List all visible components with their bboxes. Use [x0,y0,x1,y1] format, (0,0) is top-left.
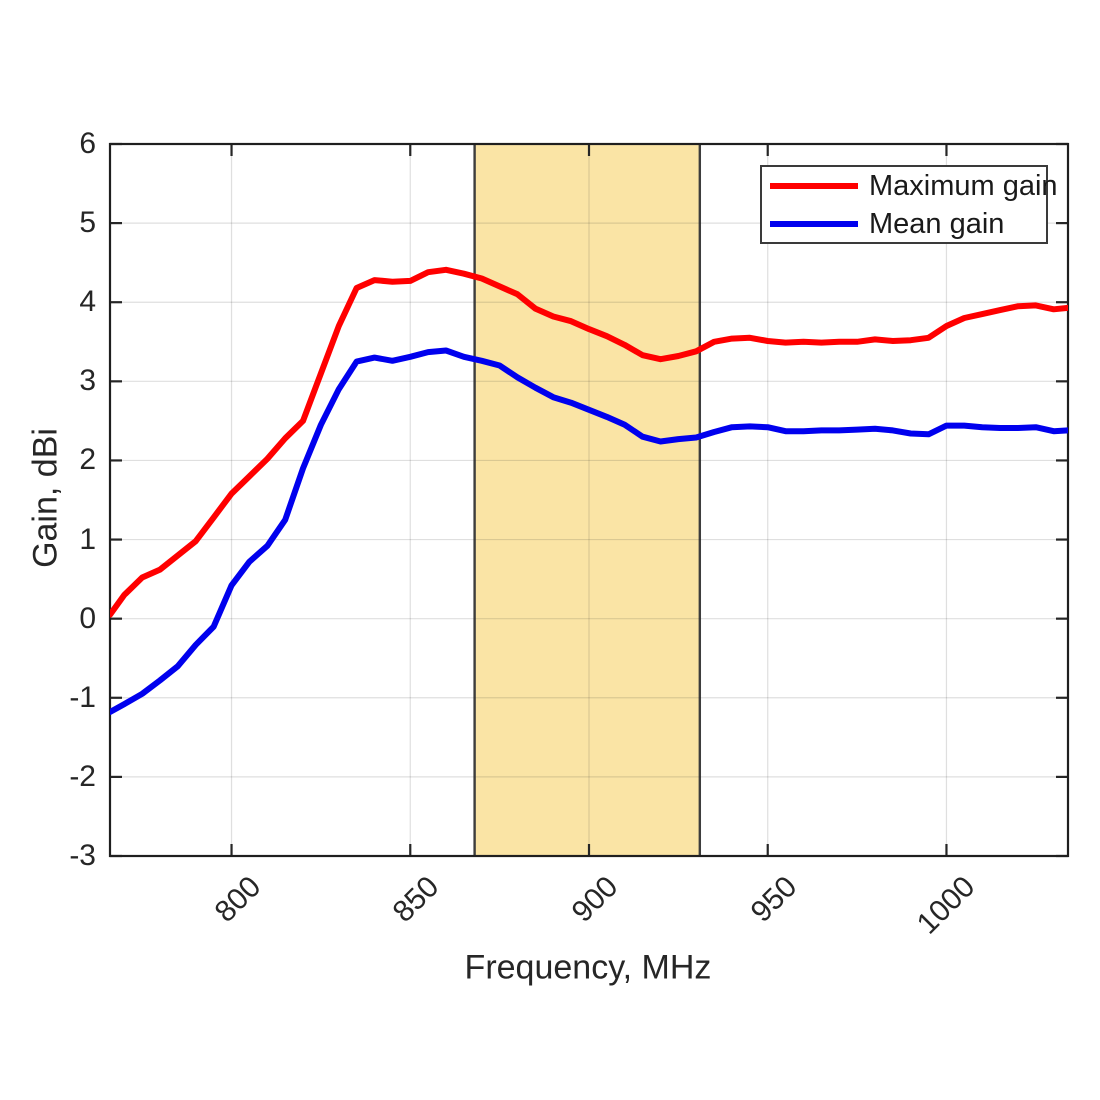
maximum-gain-line [110,266,1068,618]
legend-label-mean-gain: Mean gain [869,207,1005,240]
x-axis-title: Frequency, MHz [464,948,712,987]
mean-gain-line-swatch [770,220,858,227]
legend: Maximum gain Mean gain [760,165,1058,244]
mean-gain-line [110,347,1068,715]
highlight-band [474,144,700,856]
y-axis-title: Gain, dBi [26,428,65,568]
plot-border [108,142,1070,858]
legend-item-mean-gain: Mean gain [762,208,1046,240]
gridlines [110,144,1068,856]
legend-label-maximum-gain: Maximum gain [869,169,1058,202]
series-lines [110,266,1068,715]
maximum-gain-line-swatch [770,182,858,189]
legend-item-maximum-gain: Maximum gain [762,170,1058,202]
